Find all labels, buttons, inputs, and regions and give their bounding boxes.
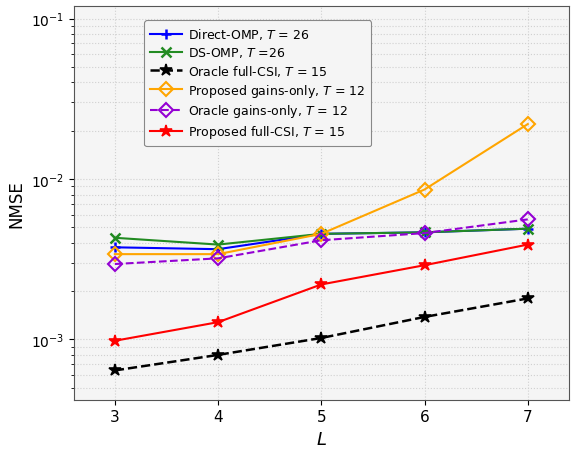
Proposed gains-only, $T$ = 12 (318, 232, 325, 237)
Line: DS-OMP, $T$ =26: DS-OMP, $T$ =26 (110, 224, 533, 250)
Line: Proposed full-CSI, $T$ = 15: Proposed full-CSI, $T$ = 15 (108, 239, 534, 347)
Oracle gains-only, $T$ = 12 (524, 217, 531, 222)
DS-OMP, $T$ =26 (318, 232, 325, 237)
Oracle full-CSI, $T$ = 15 (111, 368, 118, 374)
Proposed gains-only, $T$ = 12 (215, 252, 222, 258)
Line: Oracle full-CSI, $T$ = 15: Oracle full-CSI, $T$ = 15 (108, 293, 534, 377)
Direct-OMP, $T$ = 26 (215, 247, 222, 253)
Direct-OMP, $T$ = 26 (111, 245, 118, 251)
Line: Proposed gains-only, $T$ = 12: Proposed gains-only, $T$ = 12 (110, 120, 533, 259)
Direct-OMP, $T$ = 26 (421, 230, 428, 236)
Oracle full-CSI, $T$ = 15 (524, 296, 531, 302)
Oracle gains-only, $T$ = 12 (111, 262, 118, 267)
Proposed full-CSI, $T$ = 15 (421, 263, 428, 268)
X-axis label: $L$: $L$ (316, 430, 327, 448)
Line: Oracle gains-only, $T$ = 12: Oracle gains-only, $T$ = 12 (110, 215, 533, 269)
Oracle full-CSI, $T$ = 15 (215, 352, 222, 358)
Oracle gains-only, $T$ = 12 (215, 256, 222, 262)
Proposed full-CSI, $T$ = 15 (524, 243, 531, 248)
Direct-OMP, $T$ = 26 (524, 227, 531, 232)
Oracle full-CSI, $T$ = 15 (421, 314, 428, 320)
DS-OMP, $T$ =26 (215, 243, 222, 248)
Proposed full-CSI, $T$ = 15 (111, 338, 118, 344)
Oracle gains-only, $T$ = 12 (421, 231, 428, 236)
Y-axis label: NMSE: NMSE (7, 180, 25, 227)
DS-OMP, $T$ =26 (524, 227, 531, 232)
Oracle full-CSI, $T$ = 15 (318, 335, 325, 341)
Legend: Direct-OMP, $T$ = 26, DS-OMP, $T$ =26, Oracle full-CSI, $T$ = 15, Proposed gains: Direct-OMP, $T$ = 26, DS-OMP, $T$ =26, O… (144, 21, 372, 147)
Proposed full-CSI, $T$ = 15 (215, 320, 222, 325)
Line: Direct-OMP, $T$ = 26: Direct-OMP, $T$ = 26 (110, 224, 533, 254)
DS-OMP, $T$ =26 (111, 236, 118, 241)
Proposed gains-only, $T$ = 12 (524, 122, 531, 127)
Direct-OMP, $T$ = 26 (318, 232, 325, 237)
Proposed gains-only, $T$ = 12 (111, 252, 118, 258)
Proposed full-CSI, $T$ = 15 (318, 282, 325, 288)
Proposed gains-only, $T$ = 12 (421, 187, 428, 193)
DS-OMP, $T$ =26 (421, 230, 428, 236)
Oracle gains-only, $T$ = 12 (318, 238, 325, 243)
